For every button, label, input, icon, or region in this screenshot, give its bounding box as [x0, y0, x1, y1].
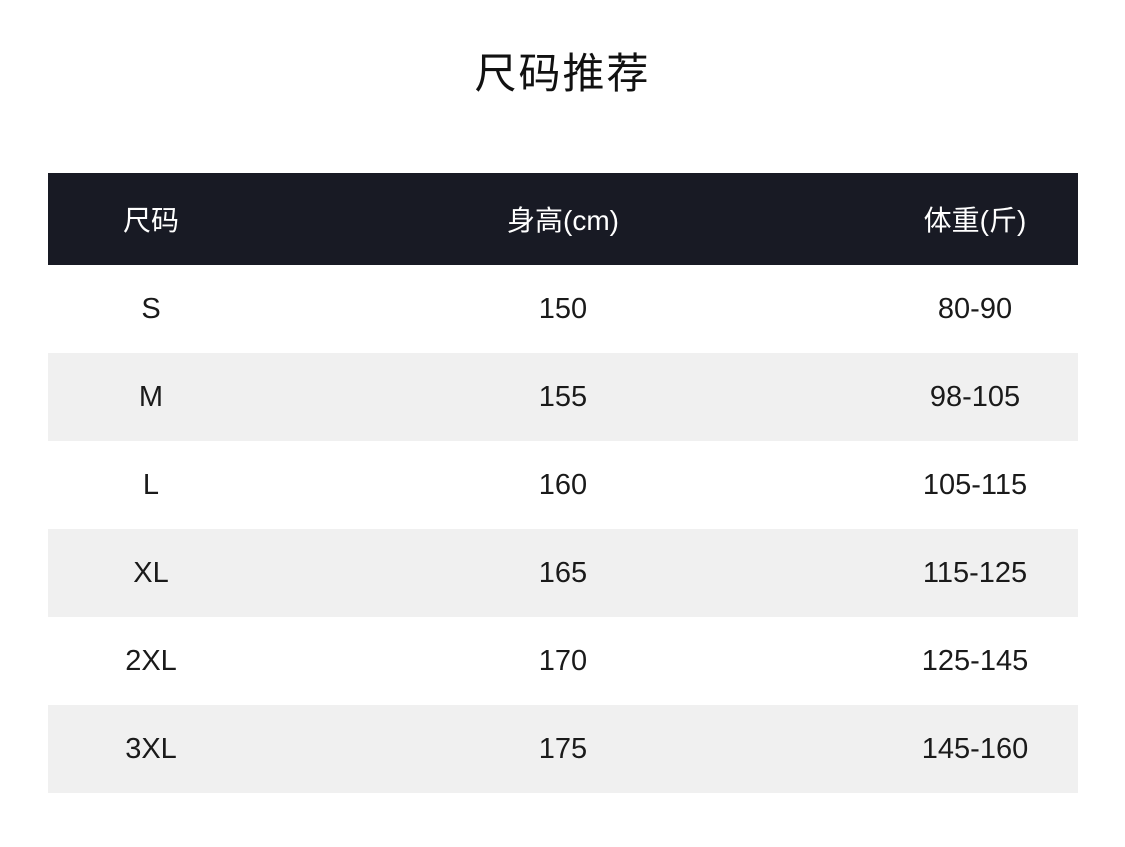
cell-weight: 98-105 — [872, 353, 1078, 441]
cell-height: 155 — [254, 353, 872, 441]
cell-size: M — [48, 353, 254, 441]
table-row-2xl: 2XL 170 125-145 — [48, 617, 1078, 705]
cell-height: 165 — [254, 529, 872, 617]
cell-weight: 80-90 — [872, 265, 1078, 353]
table-row-3xl: 3XL 175 145-160 — [48, 705, 1078, 793]
cell-height: 150 — [254, 265, 872, 353]
cell-height: 175 — [254, 705, 872, 793]
table-row-m: M 155 98-105 — [48, 353, 1078, 441]
size-table: 尺码 身高(cm) 体重(斤) S 150 80-90 M 155 98-105… — [48, 173, 1078, 793]
cell-weight: 145-160 — [872, 705, 1078, 793]
cell-weight: 115-125 — [872, 529, 1078, 617]
cell-size: L — [48, 441, 254, 529]
table-row-s: S 150 80-90 — [48, 265, 1078, 353]
table-row-xl: XL 165 115-125 — [48, 529, 1078, 617]
cell-height: 170 — [254, 617, 872, 705]
header-cell-weight: 体重(斤) — [872, 173, 1078, 265]
header-cell-height: 身高(cm) — [254, 173, 872, 265]
header-cell-size: 尺码 — [48, 173, 254, 265]
page-title: 尺码推荐 — [474, 50, 651, 97]
cell-size: S — [48, 265, 254, 353]
cell-size: 2XL — [48, 617, 254, 705]
cell-weight: 125-145 — [872, 617, 1078, 705]
table-row-l: L 160 105-115 — [48, 441, 1078, 529]
cell-height: 160 — [254, 441, 872, 529]
table-header-row: 尺码 身高(cm) 体重(斤) — [48, 173, 1078, 265]
cell-size: 3XL — [48, 705, 254, 793]
cell-size: XL — [48, 529, 254, 617]
cell-weight: 105-115 — [872, 441, 1078, 529]
